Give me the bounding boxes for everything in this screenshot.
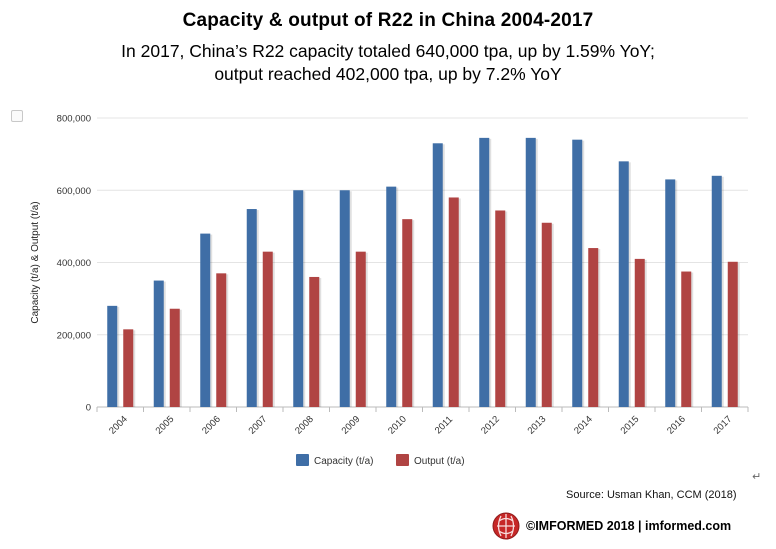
capacity-bar [479,137,490,407]
chart-title: Capacity & output of R22 in China 2004-2… [182,10,594,31]
capacity-bar [153,280,164,407]
capacity-bar [572,139,583,408]
y-tick-label: 0 [86,403,91,414]
subtitle-line-1: In 2017, China’s R22 capacity totaled 64… [121,41,655,61]
source-note: Source: Usman Khan, CCM (2018) [566,489,737,501]
x-tick-label: 2008 [293,414,316,437]
output-bar [541,222,552,407]
return-icon: ↵ [752,471,762,483]
legend-label: Capacity (t/a) [314,456,373,467]
output-bar [355,251,366,407]
capacity-bar [432,143,443,407]
y-tick-label: 600,000 [57,186,91,197]
x-tick-label: 2015 [619,414,642,437]
x-tick-label: 2016 [665,414,688,437]
output-bar [216,273,227,407]
output-bar [634,258,645,407]
capacity-bar [525,137,536,407]
output-bar [169,308,180,407]
x-tick-label: 2006 [200,414,223,437]
output-bar [262,251,273,407]
output-bar [681,271,692,407]
chart-subtitle: In 2017, China’s R22 capacity totaled 64… [0,40,776,86]
x-tick-label: 2012 [479,414,502,437]
x-tick-label: 2013 [526,414,549,437]
legend-swatch [396,454,409,466]
x-tick-label: 2004 [107,414,130,437]
capacity-bar [107,305,118,407]
x-tick-label: 2017 [712,414,735,437]
capacity-bar [200,233,211,407]
capacity-bar [339,190,350,407]
output-bar [588,248,599,407]
output-bar [448,197,459,407]
y-tick-label: 400,000 [57,258,91,269]
capacity-bar [711,175,722,407]
subtitle-line-2: output reached 402,000 tpa, up by 7.2% Y… [214,64,562,84]
capacity-bar [293,190,304,407]
legend-swatch [296,454,309,466]
x-tick-label: 2005 [154,414,177,437]
legend-label: Output (t/a) [414,456,465,467]
output-bar [495,210,506,407]
output-bar [402,219,413,407]
y-tick-label: 800,000 [57,114,91,125]
capacity-bar [246,209,257,407]
output-bar [309,276,320,407]
x-tick-label: 2014 [572,414,595,437]
output-bar [123,329,134,407]
output-bar [727,261,738,407]
export-menu-icon[interactable] [11,110,23,122]
x-tick-label: 2011 [433,414,455,436]
x-tick-label: 2010 [386,414,409,437]
y-tick-label: 200,000 [57,330,91,341]
capacity-bar [618,161,629,407]
x-tick-label: 2007 [247,414,270,437]
y-axis-label: Capacity (t/a) & Output (t/a) [30,201,41,323]
capacity-bar [386,186,397,407]
x-tick-label: 2009 [340,414,363,437]
brand-text: ©IMFORMED 2018 | imformed.com [526,519,732,533]
brand-footer: ©IMFORMED 2018 | imformed.com [492,512,731,540]
capacity-bar [665,179,676,407]
imformed-logo-icon [492,512,520,540]
